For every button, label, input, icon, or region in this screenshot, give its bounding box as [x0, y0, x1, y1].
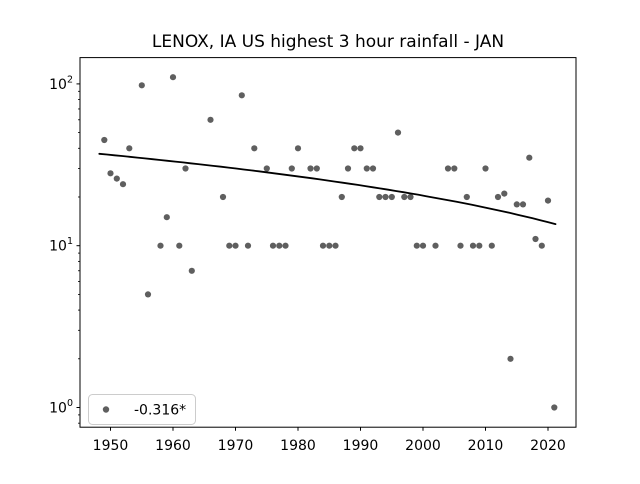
- plot-spines: [79, 57, 577, 428]
- data-point: [119, 181, 127, 188]
- data-point: [188, 267, 195, 274]
- data-point: [357, 145, 364, 152]
- data-point: [101, 136, 108, 144]
- data-point: [344, 165, 352, 172]
- data-point: [269, 242, 277, 249]
- legend-box: [88, 394, 196, 425]
- axis-major-ticks: [76, 83, 549, 431]
- data-point: [226, 242, 233, 249]
- data-point: [288, 165, 295, 172]
- data-point: [238, 92, 245, 99]
- data-point: [369, 165, 377, 172]
- data-point: [382, 193, 389, 201]
- x-tick-label: 1950: [93, 438, 129, 454]
- data-point: [388, 193, 395, 201]
- data-point: [507, 355, 514, 362]
- x-tick-label: 1970: [218, 438, 254, 454]
- data-point: [351, 145, 358, 152]
- data-point: [338, 193, 345, 201]
- data-point: [376, 193, 383, 201]
- data-point: [394, 129, 402, 136]
- data-point: [276, 242, 283, 249]
- data-point: [463, 193, 470, 201]
- x-tick-label: 2020: [530, 438, 566, 454]
- data-point: [313, 165, 320, 172]
- data-point: [457, 242, 464, 249]
- chart-title: LENOX, IA US highest 3 hour rainfall - J…: [152, 32, 504, 52]
- legend: -0.316*: [88, 394, 196, 425]
- legend-label: -0.316*: [134, 403, 186, 419]
- data-point: [169, 74, 177, 81]
- data-point: [182, 165, 189, 172]
- data-point: [451, 165, 458, 172]
- data-point: [513, 201, 520, 208]
- x-tick-label: 2000: [405, 438, 441, 454]
- data-point: [501, 190, 508, 197]
- data-point: [219, 193, 227, 201]
- data-point: [544, 197, 552, 204]
- data-point: [176, 242, 183, 249]
- data-point: [144, 291, 152, 298]
- data-point: [232, 242, 239, 249]
- y-tick-label: 100: [49, 398, 73, 417]
- data-point: [519, 201, 527, 208]
- x-tick-label: 1990: [343, 438, 379, 454]
- data-point: [444, 165, 452, 172]
- data-point: [319, 242, 327, 249]
- data-point: [488, 242, 495, 249]
- data-point: [469, 242, 477, 249]
- data-point: [244, 242, 252, 249]
- data-point: [282, 242, 289, 249]
- data-point: [476, 242, 483, 249]
- trend-line: [98, 152, 557, 225]
- data-point: [526, 154, 533, 161]
- data-point: [307, 165, 314, 172]
- data-point: [251, 145, 258, 152]
- data-point: [163, 214, 170, 221]
- data-point: [551, 404, 558, 411]
- data-point: [332, 242, 339, 249]
- data-point: [138, 82, 145, 89]
- data-point: [294, 145, 302, 152]
- x-tick-label: 1960: [155, 438, 191, 454]
- axis-tick-labels: 1950 1960 1970 1980 1990 2000 2010 2020 100 101 10…: [49, 74, 566, 454]
- data-point: [482, 165, 489, 172]
- data-point: [532, 235, 539, 243]
- data-point: [363, 165, 370, 172]
- legend-marker-dot: [102, 406, 110, 413]
- data-point: [419, 242, 427, 249]
- y-tick-label: 102: [49, 74, 73, 93]
- data-point: [157, 242, 164, 249]
- data-point: [263, 165, 270, 172]
- data-point: [413, 242, 420, 249]
- data-point: [207, 116, 214, 123]
- data-point: [538, 242, 545, 249]
- data-point: [113, 175, 120, 182]
- scatter-points: [101, 74, 558, 411]
- x-tick-label: 1980: [280, 438, 316, 454]
- data-point: [326, 242, 333, 249]
- data-point: [107, 170, 114, 177]
- data-point: [407, 193, 414, 201]
- data-point: [401, 193, 408, 201]
- data-point: [494, 193, 502, 201]
- data-point: [126, 145, 133, 152]
- y-tick-label: 101: [49, 236, 73, 255]
- data-point: [432, 242, 439, 249]
- x-tick-label: 2010: [468, 438, 504, 454]
